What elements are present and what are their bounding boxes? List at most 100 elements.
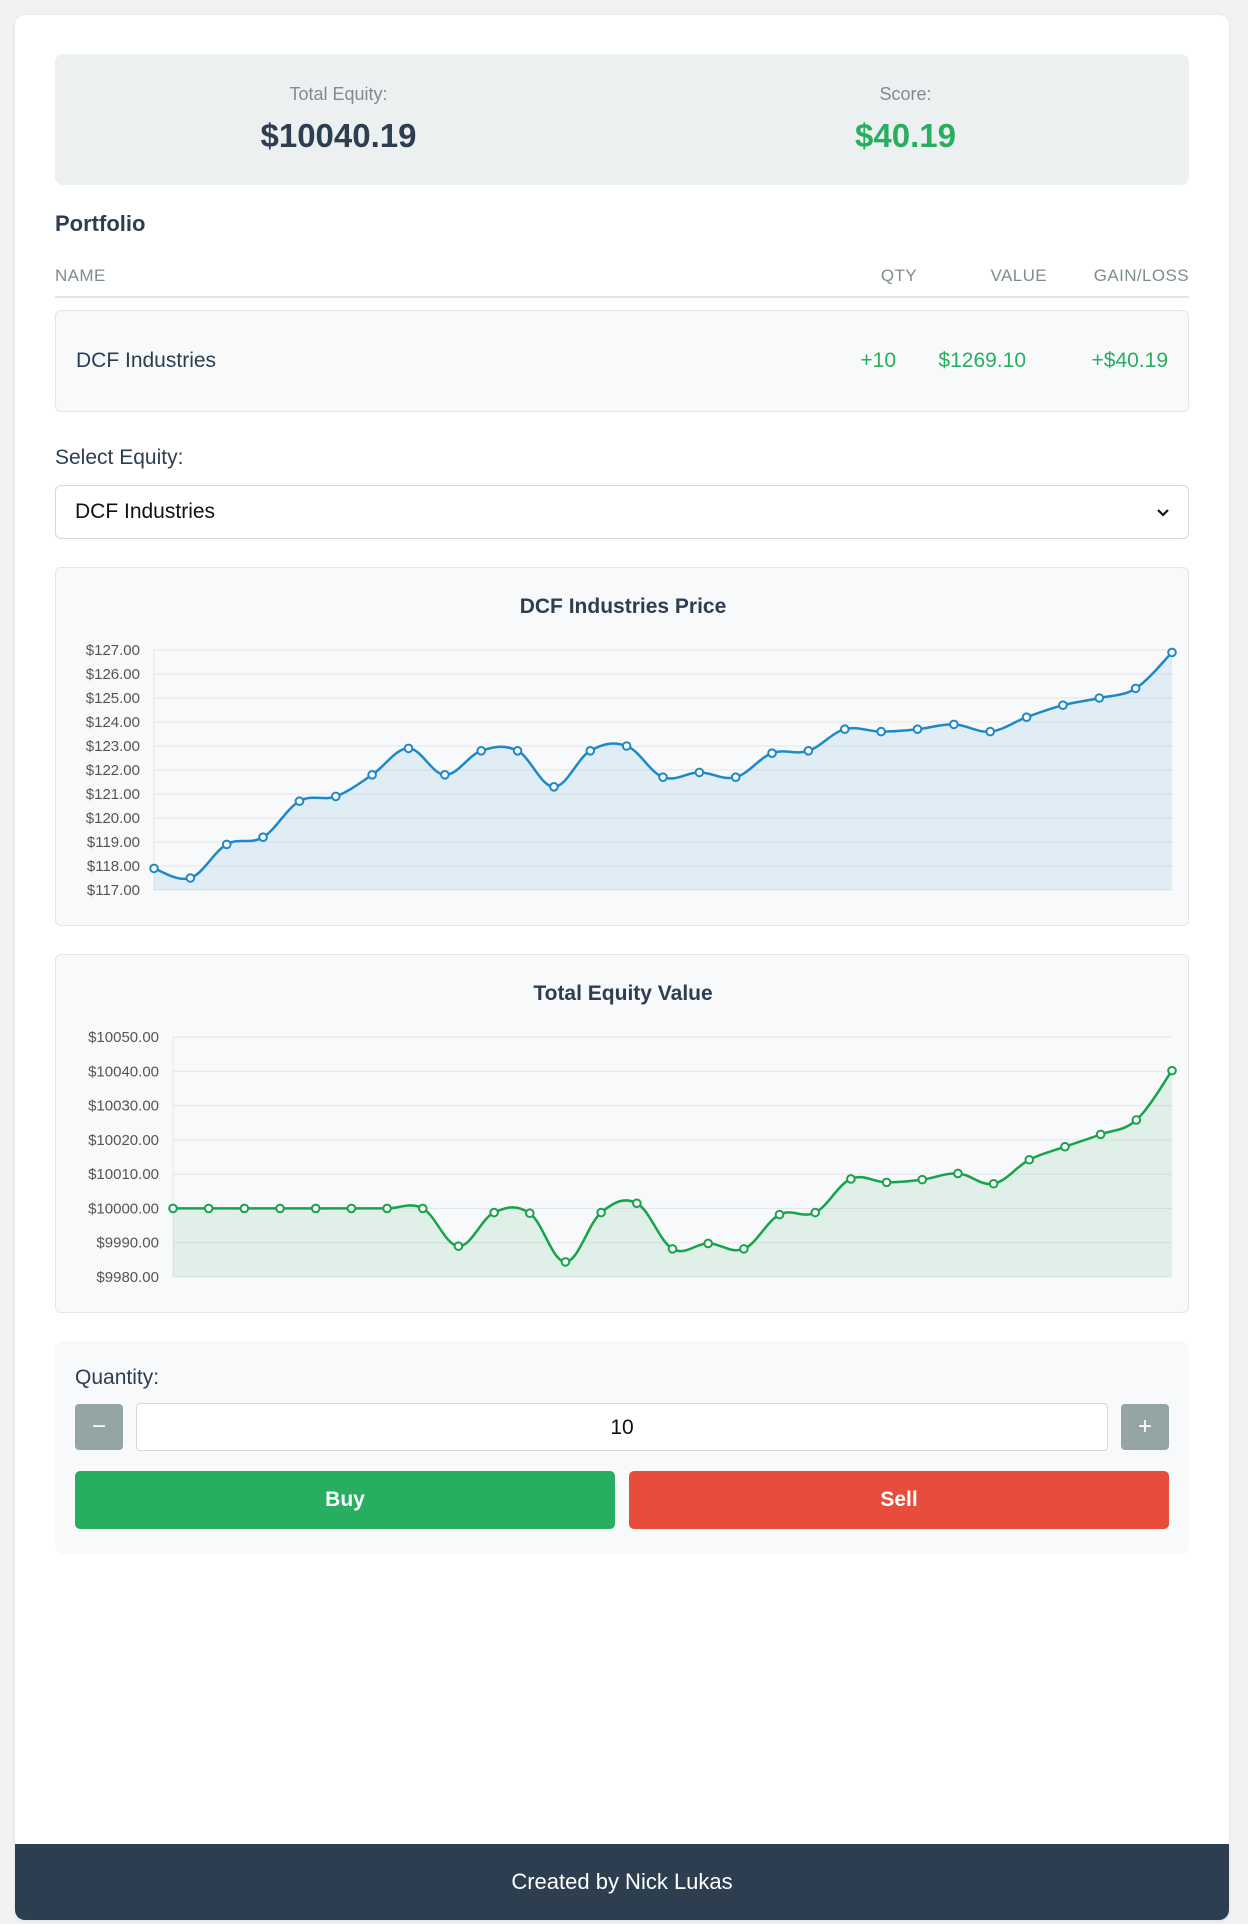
- price-chart-tick-label: $118.00: [87, 858, 140, 875]
- equity-chart-data-point: [560, 1257, 571, 1267]
- decrement-button[interactable]: −: [75, 1404, 123, 1450]
- price-chart-data-point: [585, 746, 596, 756]
- column-header-qty: QTY: [880, 266, 917, 285]
- portfolio-table-header: NAME QTY VALUE GAIN/LOSS: [55, 265, 1189, 298]
- equity-chart-data-point: [1167, 1065, 1177, 1076]
- equity-chart-title: Total Equity Value: [533, 982, 712, 1005]
- price-chart-data-point: [258, 832, 268, 843]
- price-chart-data-point: [876, 726, 886, 737]
- price-chart-data-point: [1130, 683, 1141, 694]
- equity-chart: Total Equity Value $9980.00 $9990.00 $10000…: [55, 954, 1189, 1313]
- price-chart-data-point: [512, 746, 523, 756]
- price-chart-data-point: [985, 726, 996, 737]
- price-chart-data-point: [149, 863, 159, 874]
- portfolio-row[interactable]: DCF Industries +10 $1269.10 +$40.19: [55, 310, 1189, 412]
- equity-chart-tick-label: $10020.00: [88, 1132, 159, 1149]
- price-chart-data-point: [839, 724, 850, 734]
- trade-actions: Buy Sell: [75, 1471, 1169, 1529]
- price-chart-data-point: [1094, 693, 1105, 703]
- price-chart-area: [154, 652, 1172, 890]
- equity-chart-data-point: [382, 1203, 392, 1214]
- equity-chart-data-point: [917, 1174, 928, 1185]
- price-chart-data-point: [658, 772, 668, 782]
- equity-chart-data-point: [346, 1203, 357, 1214]
- equity-chart-tick-label: $10040.00: [88, 1063, 159, 1080]
- score-block: Score: $40.19: [622, 84, 1189, 155]
- sell-button[interactable]: Sell: [629, 1471, 1169, 1529]
- footer: Created by Nick Lukas: [15, 1844, 1229, 1920]
- price-chart-data-point: [1167, 647, 1177, 658]
- price-chart-data-point: [912, 724, 923, 734]
- equity-chart-data-point: [881, 1177, 892, 1188]
- equity-chart-svg: Total Equity Value $9980.00 $9990.00 $10000…: [88, 982, 1177, 1286]
- price-chart-data-point: [694, 767, 705, 778]
- quantity-label: Quantity:: [75, 1366, 160, 1389]
- price-chart-data-point: [949, 719, 959, 730]
- equity-select[interactable]: DCF Industries: [55, 485, 1189, 539]
- price-chart-tick-label: $119.00: [87, 834, 140, 851]
- price-chart-data-point: [1058, 700, 1068, 710]
- equity-chart-data-point: [453, 1241, 464, 1251]
- equity-chart-tick-label: $10010.00: [88, 1166, 159, 1183]
- price-chart-data-point: [367, 770, 377, 780]
- footer-credit: Created by Nick Lukas: [511, 1869, 733, 1894]
- equity-chart-data-point: [667, 1244, 678, 1254]
- price-chart-data-point: [440, 770, 450, 780]
- equity-chart-tick-label: $9980.00: [96, 1269, 159, 1286]
- equity-chart-data-point: [489, 1207, 499, 1218]
- equity-chart-data-point: [774, 1209, 785, 1220]
- score-value: $40.19: [855, 117, 956, 154]
- price-chart-data-point: [330, 791, 341, 802]
- equity-chart-data-point: [703, 1238, 713, 1249]
- price-chart-data-point: [185, 873, 196, 883]
- equity-chart-data-point: [310, 1203, 321, 1214]
- total-equity-label: Total Equity:: [289, 84, 388, 104]
- column-header-gain-loss: GAIN/LOSS: [1093, 266, 1189, 285]
- app-card: Total Equity: $10040.19 Score: $40.19 Po…: [15, 15, 1229, 1920]
- equity-chart-data-point: [953, 1168, 963, 1179]
- equity-chart-data-point: [632, 1198, 642, 1209]
- price-chart-tick-label: $121.00: [86, 786, 140, 803]
- trade-panel: Quantity: − 10 + Buy Sell: [55, 1341, 1189, 1554]
- holding-name: DCF Industries: [76, 349, 217, 372]
- price-chart-tick-label: $122.00: [86, 762, 140, 779]
- quantity-stepper: − 10 +: [75, 1403, 1169, 1451]
- equity-select-value: DCF Industries: [75, 500, 216, 523]
- equity-chart-data-point: [417, 1203, 428, 1214]
- holding-value: $1269.10: [938, 349, 1026, 372]
- price-chart-tick-label: $127.00: [86, 642, 140, 659]
- equity-summary: Total Equity: $10040.19 Score: $40.19: [55, 54, 1189, 185]
- equity-chart-tick-label: $9990.00: [96, 1235, 159, 1252]
- equity-chart-data-point: [1024, 1154, 1035, 1165]
- main-content: Total Equity: $10040.19 Score: $40.19 Po…: [55, 54, 1189, 1554]
- price-chart-tick-label: $124.00: [86, 714, 140, 731]
- total-equity-block: Total Equity: $10040.19: [55, 84, 622, 155]
- price-chart-data-point: [476, 746, 487, 756]
- equity-chart-data-point: [203, 1203, 214, 1214]
- column-header-value: VALUE: [990, 266, 1047, 285]
- holding-qty: +10: [860, 349, 896, 372]
- equity-chart-data-point: [739, 1244, 749, 1254]
- price-chart-data-point: [803, 746, 814, 756]
- increment-button[interactable]: +: [1121, 1404, 1169, 1450]
- price-chart-data-point: [403, 743, 414, 754]
- equity-chart-data-point: [168, 1203, 178, 1214]
- equity-chart-area: [173, 1070, 1172, 1277]
- buy-button[interactable]: Buy: [75, 1471, 615, 1529]
- total-equity-value: $10040.19: [260, 117, 417, 154]
- equity-chart-data-point: [810, 1207, 821, 1218]
- price-chart-data-point: [1021, 712, 1032, 722]
- portfolio-title: Portfolio: [55, 211, 146, 236]
- equity-chart-data-point: [524, 1208, 535, 1219]
- equity-chart-data-point: [1095, 1129, 1106, 1140]
- price-chart-data-point: [621, 741, 632, 751]
- equity-chart-tick-label: $10050.00: [88, 1029, 159, 1046]
- equity-chart-data-point: [275, 1203, 285, 1214]
- equity-chart-data-point: [846, 1174, 856, 1184]
- price-chart-tick-label: $126.00: [86, 666, 140, 683]
- price-chart-data-point: [730, 772, 741, 782]
- equity-chart-data-point: [239, 1203, 250, 1214]
- price-chart-tick-label: $120.00: [86, 810, 140, 827]
- quantity-input[interactable]: 10: [136, 1403, 1108, 1451]
- equity-chart-data-point: [1131, 1115, 1142, 1125]
